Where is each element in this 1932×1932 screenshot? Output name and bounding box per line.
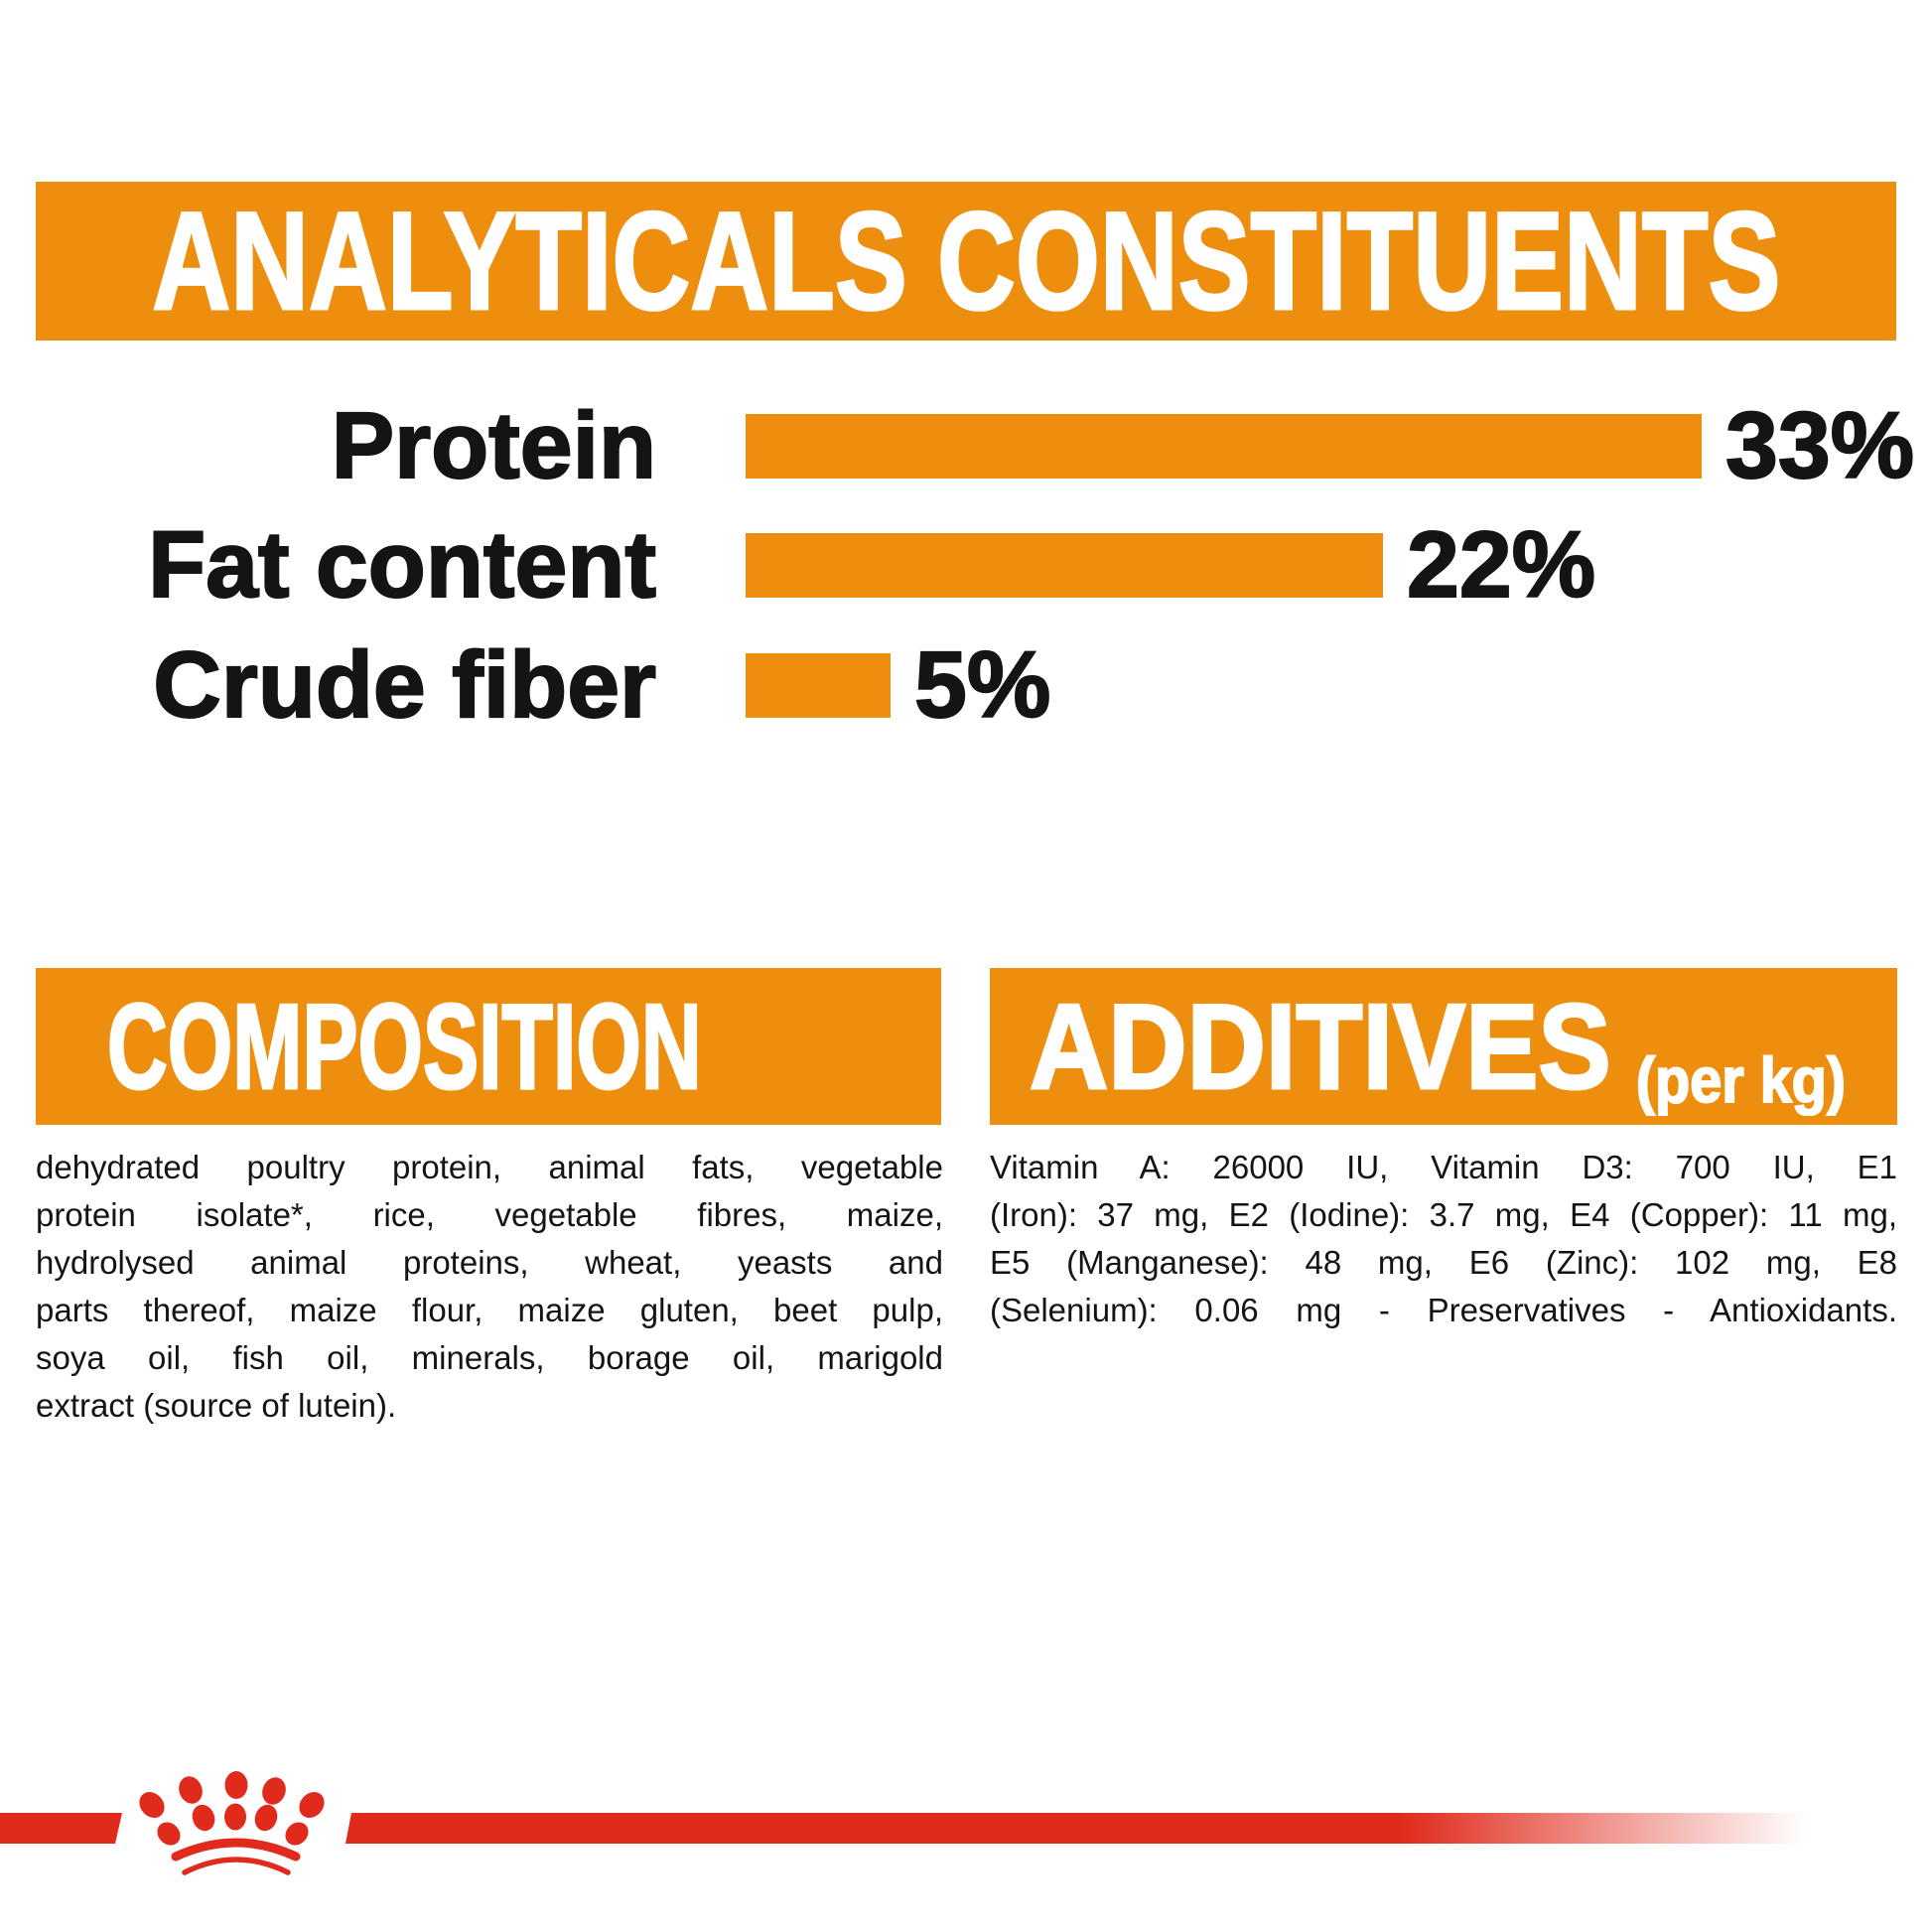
crown-dot (224, 1803, 246, 1831)
chart-row: Crude fiber 5% (36, 632, 1051, 738)
body-line: dehydrated poultry protein, animal fats,… (36, 1149, 943, 1185)
analyticals-banner: ANALYTICALS CONSTITUENTS (36, 182, 1896, 341)
additives-per-kg-suffix: (per kg) (1635, 1044, 1847, 1116)
chart-row: Fat content 22% (36, 512, 1596, 618)
crown-arc-thick (171, 1838, 301, 1862)
body-line: hydrolysed animal proteins, wheat, yeast… (36, 1244, 943, 1281)
body-line: protein isolate*, rice, vegetable fibres… (36, 1196, 943, 1233)
crown-dot (285, 1822, 309, 1846)
composition-banner: COMPOSITION (36, 968, 941, 1125)
body-line: Vitamin A: 26000 IU, Vitamin D3: 700 IU,… (990, 1149, 1897, 1185)
crown-dot (139, 1791, 165, 1819)
chart-value-label: 22% (1406, 512, 1596, 618)
additives-title: ADDITIVES (1029, 979, 1612, 1114)
additives-body-text: Vitamin A: 26000 IU, Vitamin D3: 700 IU,… (990, 1144, 1897, 1334)
fat-content-bar (746, 533, 1383, 598)
crown-dot (192, 1804, 215, 1832)
additives-banner: ADDITIVES (per kg) (990, 968, 1897, 1125)
crown-dot (179, 1776, 203, 1804)
crown-dot (262, 1777, 286, 1805)
chart-value-label: 33% (1725, 393, 1915, 498)
red-band-right (345, 1813, 1807, 1844)
crown-dot (299, 1791, 325, 1819)
body-line: E5 (Manganese): 48 mg, E6 (Zinc): 102 mg… (990, 1244, 1897, 1281)
body-line: (Iron): 37 mg, E2 (Iodine): 3.7 mg, E4 (… (990, 1196, 1897, 1233)
protein-bar (746, 414, 1702, 479)
crown-arc-thin (182, 1857, 291, 1875)
chart-category-label: Fat content (147, 512, 657, 618)
red-band-left (0, 1813, 122, 1844)
body-line: (Selenium): 0.06 mg - Preservatives - An… (990, 1292, 1897, 1328)
composition-body-text: dehydrated poultry protein, animal fats,… (36, 1144, 943, 1430)
crude-fiber-bar (746, 653, 891, 718)
crown-dots (139, 1771, 325, 1846)
chart-category-label: Crude fiber (152, 632, 657, 738)
analyticals-title: ANALYTICALS CONSTITUENTS (151, 183, 1781, 339)
composition-title: COMPOSITION (106, 979, 703, 1114)
crown-dot (254, 1804, 278, 1832)
chart-row: Protein 33% (36, 393, 1915, 498)
crown-dot (224, 1771, 248, 1799)
chart-value-label: 5% (913, 632, 1051, 738)
body-line: parts thereof, maize flour, maize gluten… (36, 1292, 943, 1328)
crown-dot (157, 1822, 181, 1846)
analyticals-bar-chart: Protein 33% Fat content 22% Crude fiber 5% (36, 398, 1915, 738)
chart-category-label: Protein (331, 393, 657, 498)
body-line: extract (source of lutein). (36, 1387, 397, 1424)
royal-canin-crown-logo (0, 1771, 1807, 1875)
body-line: soya oil, fish oil, minerals, borage oil… (36, 1339, 943, 1376)
additives-title-row: ADDITIVES (per kg) (1029, 979, 1847, 1114)
